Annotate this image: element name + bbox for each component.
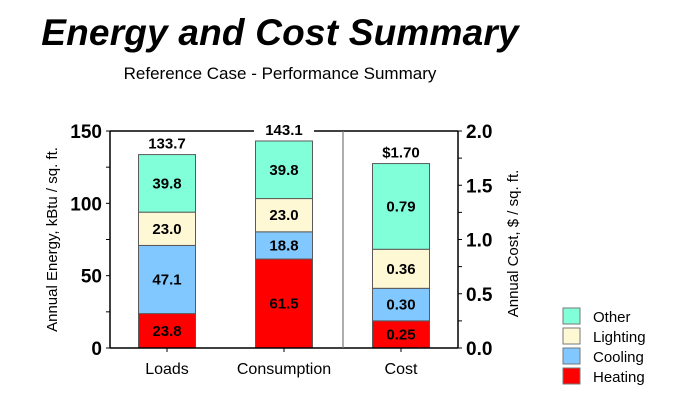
legend-swatch-other xyxy=(562,307,581,325)
legend-label-cooling: Cooling xyxy=(593,349,644,366)
bar-segment-heating-loads xyxy=(138,313,196,349)
bar-segment-other-loads xyxy=(138,154,196,213)
y2-axis-title: Annual Cost, $ / sq. ft. xyxy=(505,170,522,318)
legend-label-other: Other xyxy=(593,309,631,326)
segment-value-label: 39.8 xyxy=(152,175,181,192)
segment-value-label: 23.0 xyxy=(269,207,298,224)
legend-label-lighting: Lighting xyxy=(593,329,646,346)
y-axis-title: Annual Energy, kBtu / sq. ft. xyxy=(44,147,61,332)
bars-group xyxy=(138,140,430,349)
segment-value-label: 47.1 xyxy=(152,272,181,289)
bar-segment-heating-cost xyxy=(372,320,430,349)
bar-segment-cooling-cost xyxy=(372,287,430,322)
y-tick-label: 50 xyxy=(81,267,102,288)
x-tick-label-cost: Cost xyxy=(385,361,418,378)
y-tick-label: 100 xyxy=(70,194,102,215)
segment-value-label: 61.5 xyxy=(269,296,298,313)
legend-swatch-heating xyxy=(562,367,581,385)
y2-tick-label: 2.0 xyxy=(466,122,492,143)
total-value-label: $1.70 xyxy=(382,145,420,162)
legend-label-heating: Heating xyxy=(593,369,645,386)
segment-value-label: 23.0 xyxy=(152,221,181,238)
segment-value-label: 23.8 xyxy=(152,323,181,340)
y2-tick-label: 1.0 xyxy=(466,231,492,252)
legend: Other Lighting Cooling Heating xyxy=(562,307,646,386)
axes-group: 0 50 100 150 0.0 0.5 1.0 1.5 2.0 Annual Energy, k… xyxy=(44,122,522,360)
segment-value-label: 0.79 xyxy=(386,198,415,215)
bar-segment-other-consumption xyxy=(255,140,313,200)
bar-segment-lighting-cost xyxy=(372,248,430,289)
segment-value-label: 0.30 xyxy=(386,297,415,314)
segment-value-label: 0.36 xyxy=(386,261,415,278)
chart-title: Energy and Cost Summary xyxy=(41,12,519,53)
y-tick-label: 150 xyxy=(70,122,102,143)
y2-tick-label: 0.0 xyxy=(466,339,492,360)
total-value-label: 133.7 xyxy=(148,136,186,153)
x-tick-label-consumption: Consumption xyxy=(237,361,331,378)
y2-tick-label: 0.5 xyxy=(466,285,493,306)
y-tick-label: 0 xyxy=(91,339,102,360)
chart-subtitle: Reference Case - Performance Summary xyxy=(123,64,437,83)
labels-group: 23.8 47.1 23.0 39.8 133.7 Loads 61.5 18.8 23.0 39… xyxy=(145,122,420,378)
y2-tick-label: 1.5 xyxy=(466,176,493,197)
segment-value-label: 0.25 xyxy=(386,326,415,343)
segment-value-label: 18.8 xyxy=(269,237,298,254)
bar-segment-cooling-loads xyxy=(138,244,196,315)
legend-swatch-cooling xyxy=(562,347,581,365)
legend-swatch-lighting xyxy=(562,327,581,345)
bar-segment-other-cost xyxy=(372,163,430,250)
bar-segment-lighting-loads xyxy=(138,211,196,246)
segment-value-label: 39.8 xyxy=(269,162,298,179)
total-value-label: 143.1 xyxy=(265,122,303,139)
x-tick-label-loads: Loads xyxy=(145,361,189,378)
bar-segment-lighting-consumption xyxy=(255,198,313,233)
